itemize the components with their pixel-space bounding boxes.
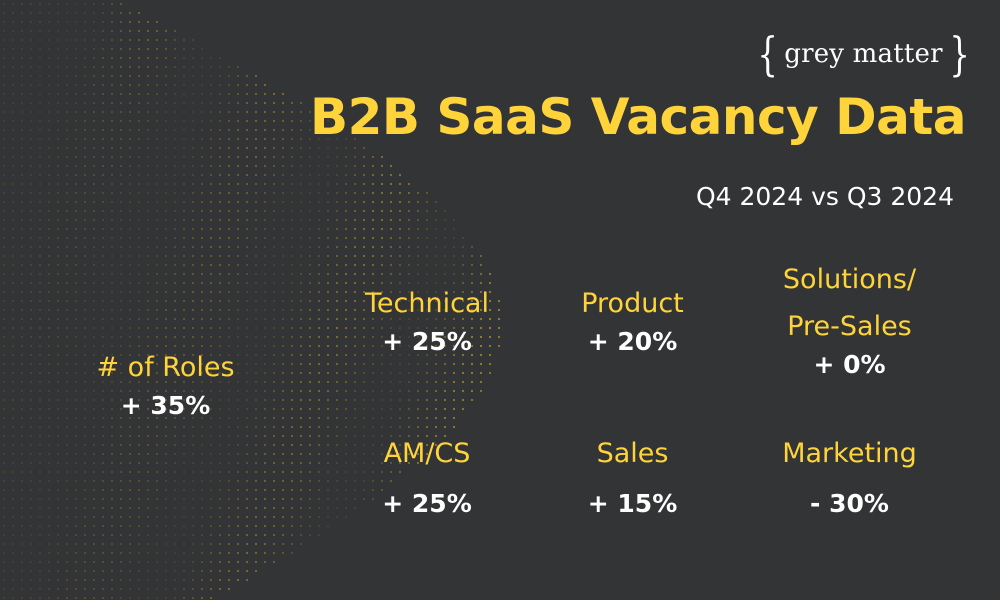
stat-sales-value: + 15% (587, 489, 678, 518)
stat-am-cs-label: AM/CS (383, 438, 471, 469)
logo-brace-open: { (757, 27, 778, 81)
logo-text: grey matter (784, 39, 943, 69)
stat-solutions-presales: Solutions/ Pre-Sales + 0% (752, 256, 947, 379)
stat-technical-label: Technical (365, 288, 489, 319)
grey-matter-logo: { grey matter } (753, 24, 974, 84)
overall-roles-value: + 35% (120, 391, 211, 420)
stat-solutions-presales-value: + 0% (813, 350, 886, 379)
overall-roles-label: # of Roles (96, 352, 235, 383)
logo-brace-close: } (949, 27, 970, 81)
page-subtitle: Q4 2024 vs Q3 2024 (695, 182, 954, 211)
stat-product-label: Product (581, 288, 684, 319)
stat-product: Product + 20% (545, 280, 720, 356)
overall-roles-stat: # of Roles + 35% (83, 344, 248, 420)
stat-technical-value: + 25% (382, 327, 472, 356)
stat-solutions-presales-label: Solutions/ Pre-Sales (782, 264, 917, 342)
stat-sales-label: Sales (596, 438, 669, 469)
page-title: B2B SaaS Vacancy Data (309, 88, 967, 146)
stat-marketing: Marketing - 30% (752, 430, 947, 518)
stat-am-cs: AM/CS + 25% (337, 430, 517, 518)
stat-am-cs-value: + 25% (382, 489, 472, 518)
stat-technical: Technical + 25% (337, 280, 517, 356)
stat-sales: Sales + 15% (545, 430, 720, 518)
stat-marketing-label: Marketing (782, 438, 917, 469)
dot-field (2, 2, 501, 600)
stat-product-value: + 20% (587, 327, 678, 356)
stat-marketing-value: - 30% (810, 489, 889, 518)
